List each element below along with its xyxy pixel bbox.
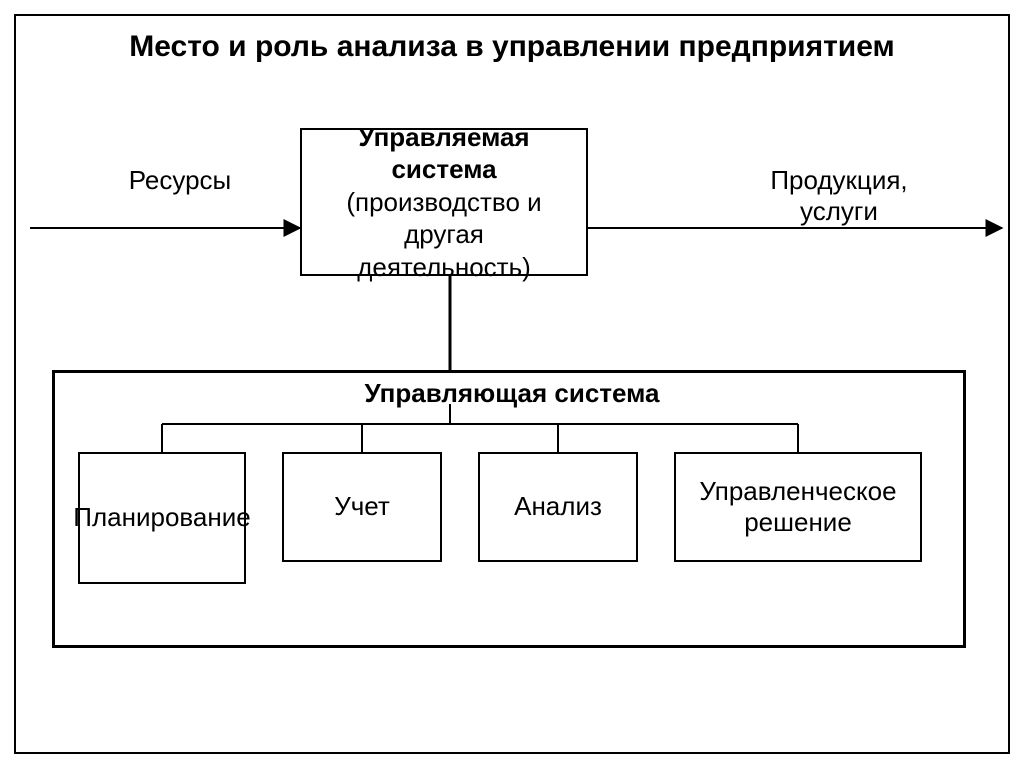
analysis-box: Анализ [478, 452, 638, 562]
planning-label: Планирование [73, 502, 250, 533]
managed-system-box: Управляемая система (производство и друг… [300, 128, 588, 276]
products-label: Продукция, услуги [754, 165, 924, 227]
analysis-label: Анализ [514, 491, 602, 522]
managed-system-title: Управляемая система [316, 121, 572, 186]
accounting-box: Учет [282, 452, 442, 562]
managing-system-title: Управляющая система [0, 378, 1024, 409]
decision-box: Управленческое решение [674, 452, 922, 562]
decision-label: Управленческое решение [684, 476, 912, 538]
planning-box: Планирование [78, 452, 246, 584]
diagram-title: Место и роль анализа в управлении предпр… [0, 28, 1024, 66]
managed-system-subtitle: (производство и другая деятельность) [316, 186, 572, 284]
accounting-label: Учет [334, 491, 390, 522]
resources-label: Ресурсы [110, 165, 250, 196]
